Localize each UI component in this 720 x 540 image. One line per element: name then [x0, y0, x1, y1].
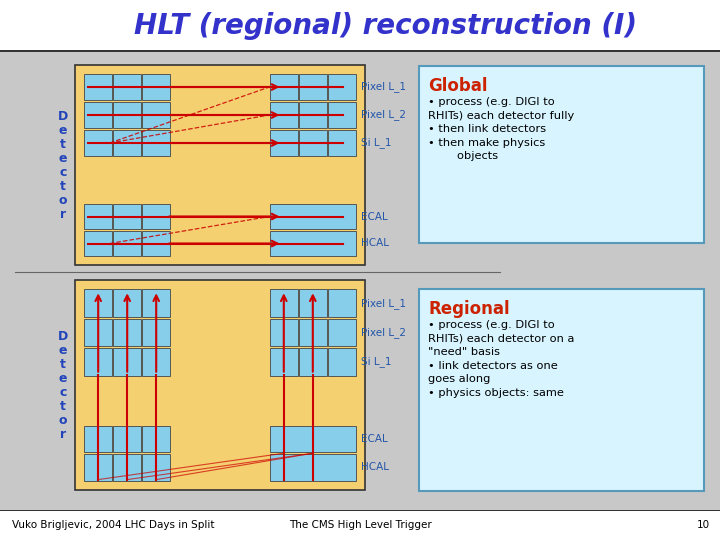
Text: • process (e.g. DIGI to
RHITs) each detector on a
"need" basis
• link detectors : • process (e.g. DIGI to RHITs) each dete…: [428, 320, 575, 398]
Bar: [328, 130, 356, 156]
Text: Global: Global: [428, 77, 487, 95]
Bar: [84, 74, 112, 100]
Bar: [270, 319, 298, 346]
Text: D
e
t
e
c
t
o
r: D e t e c t o r: [58, 110, 68, 220]
Bar: [84, 319, 112, 346]
Bar: [270, 454, 356, 481]
Text: 10: 10: [697, 520, 710, 530]
Bar: [270, 130, 298, 156]
Text: ECAL: ECAL: [361, 212, 388, 221]
Bar: [142, 319, 170, 346]
Text: Si L_1: Si L_1: [361, 356, 392, 367]
Bar: [328, 102, 356, 128]
Bar: [142, 231, 170, 256]
Bar: [328, 74, 356, 100]
Bar: [142, 348, 170, 376]
Bar: [270, 204, 356, 229]
Bar: [299, 130, 327, 156]
Bar: [299, 319, 327, 346]
Text: Vuko Brigljevic, 2004 LHC Days in Split: Vuko Brigljevic, 2004 LHC Days in Split: [12, 520, 215, 530]
Bar: [142, 289, 170, 317]
Bar: [113, 454, 141, 481]
Bar: [113, 426, 141, 453]
Bar: [113, 204, 141, 229]
Bar: [84, 348, 112, 376]
Bar: [84, 130, 112, 156]
Bar: [75, 280, 365, 490]
Bar: [142, 426, 170, 453]
Bar: [113, 130, 141, 156]
Bar: [0, 0, 720, 50]
Bar: [84, 426, 112, 453]
Bar: [299, 74, 327, 100]
Bar: [142, 130, 170, 156]
Text: Si L_1: Si L_1: [361, 138, 392, 148]
Bar: [328, 348, 356, 376]
Text: HCAL: HCAL: [361, 239, 390, 248]
Text: HCAL: HCAL: [361, 462, 390, 472]
Bar: [270, 102, 298, 128]
Bar: [270, 74, 298, 100]
Bar: [113, 231, 141, 256]
FancyBboxPatch shape: [419, 66, 704, 243]
Bar: [0, 510, 720, 540]
Bar: [84, 102, 112, 128]
Bar: [113, 74, 141, 100]
Bar: [299, 102, 327, 128]
Bar: [84, 204, 112, 229]
Text: Pixel L_2: Pixel L_2: [361, 110, 406, 120]
Bar: [270, 348, 298, 376]
Bar: [270, 289, 298, 317]
Bar: [113, 102, 141, 128]
Bar: [0, 510, 720, 511]
Bar: [270, 231, 356, 256]
Bar: [328, 319, 356, 346]
Bar: [299, 289, 327, 317]
Bar: [142, 102, 170, 128]
Bar: [142, 204, 170, 229]
Text: The CMS High Level Trigger: The CMS High Level Trigger: [289, 520, 431, 530]
Text: Pixel L_2: Pixel L_2: [361, 327, 406, 338]
Bar: [270, 426, 356, 453]
FancyBboxPatch shape: [419, 289, 704, 491]
Text: HLT (regional) reconstruction (I): HLT (regional) reconstruction (I): [133, 12, 636, 40]
Bar: [113, 319, 141, 346]
Bar: [84, 231, 112, 256]
Bar: [0, 50, 720, 52]
Bar: [299, 348, 327, 376]
Bar: [328, 289, 356, 317]
Bar: [113, 348, 141, 376]
Bar: [113, 289, 141, 317]
Bar: [84, 454, 112, 481]
Bar: [84, 289, 112, 317]
Bar: [142, 74, 170, 100]
Bar: [75, 65, 365, 265]
Bar: [142, 454, 170, 481]
Text: D
e
t
e
c
t
o
r: D e t e c t o r: [58, 329, 68, 441]
Text: ECAL: ECAL: [361, 434, 388, 444]
Text: Pixel L_1: Pixel L_1: [361, 82, 406, 92]
Text: Pixel L_1: Pixel L_1: [361, 298, 406, 308]
Text: • process (e.g. DIGI to
RHITs) each detector fully
• then link detectors
• then : • process (e.g. DIGI to RHITs) each dete…: [428, 97, 575, 161]
Text: Regional: Regional: [428, 300, 510, 318]
